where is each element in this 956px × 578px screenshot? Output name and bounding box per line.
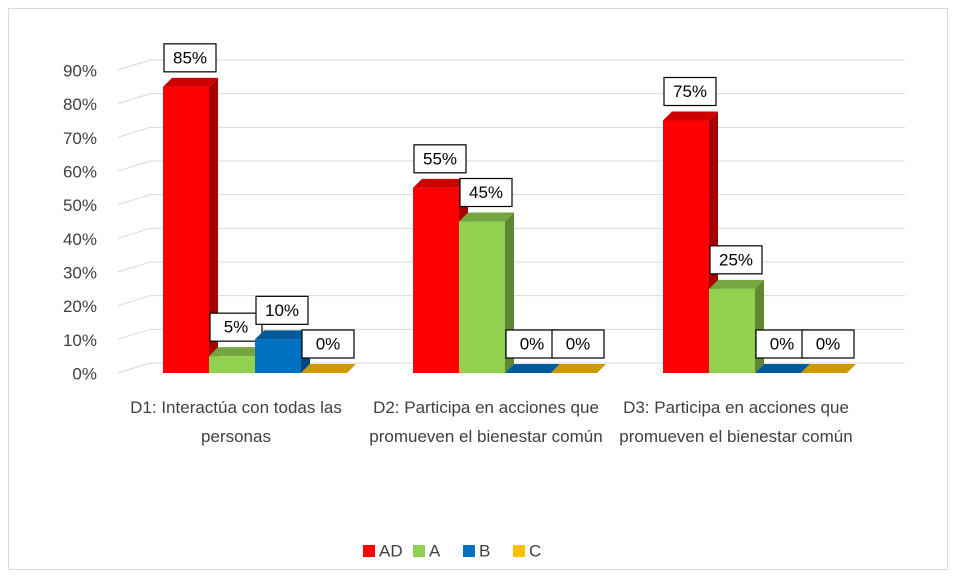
data-label: 0% bbox=[316, 334, 341, 353]
data-label: 75% bbox=[673, 82, 707, 101]
bar-front bbox=[709, 288, 755, 373]
bar bbox=[755, 364, 810, 373]
y-tick-label: 10% bbox=[63, 331, 97, 350]
bar-top bbox=[709, 279, 764, 289]
legend-label: C bbox=[529, 541, 541, 560]
data-label-box bbox=[413, 144, 467, 174]
bar-top bbox=[413, 178, 468, 188]
legend-swatch bbox=[363, 545, 375, 557]
bar-top bbox=[301, 364, 356, 373]
legend-label: B bbox=[479, 541, 490, 560]
bar-top bbox=[551, 364, 606, 373]
x-tick-label: D1: Interactúa con todas las personas bbox=[130, 398, 342, 446]
bar-side bbox=[209, 77, 218, 373]
bar bbox=[209, 347, 264, 373]
bar-front bbox=[163, 86, 209, 373]
data-label: 55% bbox=[423, 149, 457, 168]
data-label: 45% bbox=[469, 183, 503, 202]
bar-front bbox=[459, 221, 505, 373]
bar bbox=[551, 364, 606, 373]
y-tick-label: 80% bbox=[63, 95, 97, 114]
data-label-box bbox=[801, 329, 855, 359]
bar-top bbox=[663, 111, 718, 121]
bar-front bbox=[663, 120, 709, 373]
bar-top bbox=[505, 364, 560, 373]
bar-top bbox=[755, 364, 810, 373]
data-label-box bbox=[163, 43, 217, 73]
data-label: 0% bbox=[816, 334, 841, 353]
grid-line bbox=[117, 227, 905, 239]
legend-swatch bbox=[413, 545, 425, 557]
grid-line bbox=[117, 295, 905, 307]
bar-front bbox=[255, 339, 301, 373]
bar bbox=[709, 279, 764, 373]
grid-line bbox=[117, 328, 905, 340]
bar bbox=[801, 364, 856, 373]
legend-swatch bbox=[513, 545, 525, 557]
bar-top bbox=[255, 330, 310, 340]
grid-line bbox=[117, 160, 905, 172]
grid-line bbox=[117, 194, 905, 206]
y-tick-label: 0% bbox=[72, 364, 97, 383]
bar bbox=[301, 364, 356, 373]
y-tick-label: 30% bbox=[63, 263, 97, 282]
bar-top bbox=[209, 347, 264, 357]
bar-top bbox=[801, 364, 856, 373]
data-label-box bbox=[663, 76, 717, 107]
data-label-box bbox=[255, 295, 309, 325]
data-label: 0% bbox=[770, 334, 795, 353]
data-label: 85% bbox=[173, 48, 207, 67]
bar-front bbox=[209, 356, 255, 373]
grid-line bbox=[117, 59, 905, 71]
y-tick-label: 70% bbox=[63, 129, 97, 148]
bar-front bbox=[413, 187, 459, 373]
x-tick-label: D2: Participa en acciones que promueven … bbox=[369, 398, 603, 446]
y-tick-label: 20% bbox=[63, 297, 97, 316]
bar bbox=[255, 330, 310, 373]
data-label: 5% bbox=[224, 318, 249, 337]
legend-label: AD bbox=[379, 541, 403, 560]
bar-top bbox=[459, 212, 514, 222]
data-label: 10% bbox=[265, 301, 299, 320]
grid-line bbox=[117, 362, 905, 374]
y-tick-label: 60% bbox=[63, 162, 97, 181]
data-label: 25% bbox=[719, 250, 753, 269]
data-label-box bbox=[301, 329, 355, 359]
data-label-box bbox=[551, 329, 605, 359]
bar-side bbox=[755, 279, 764, 373]
x-tick-label: D3: Participa en acciones que promueven … bbox=[619, 398, 853, 446]
y-tick-label: 50% bbox=[63, 196, 97, 215]
legend-swatch bbox=[463, 545, 475, 557]
legend-label: A bbox=[429, 541, 441, 560]
bar bbox=[505, 364, 560, 373]
grid-line bbox=[117, 261, 905, 273]
grid-line bbox=[117, 93, 905, 105]
data-label: 0% bbox=[566, 334, 591, 353]
bar bbox=[163, 77, 218, 373]
data-label-box bbox=[209, 312, 263, 342]
data-label: 0% bbox=[520, 334, 545, 353]
bar bbox=[663, 111, 718, 373]
y-tick-label: 90% bbox=[63, 61, 97, 80]
data-label-box bbox=[709, 245, 763, 275]
bar-top bbox=[163, 77, 218, 87]
y-tick-label: 40% bbox=[63, 230, 97, 249]
grid-line bbox=[117, 126, 905, 138]
data-label-box bbox=[459, 177, 513, 208]
data-label-box bbox=[755, 329, 809, 359]
data-label-box bbox=[505, 329, 559, 359]
